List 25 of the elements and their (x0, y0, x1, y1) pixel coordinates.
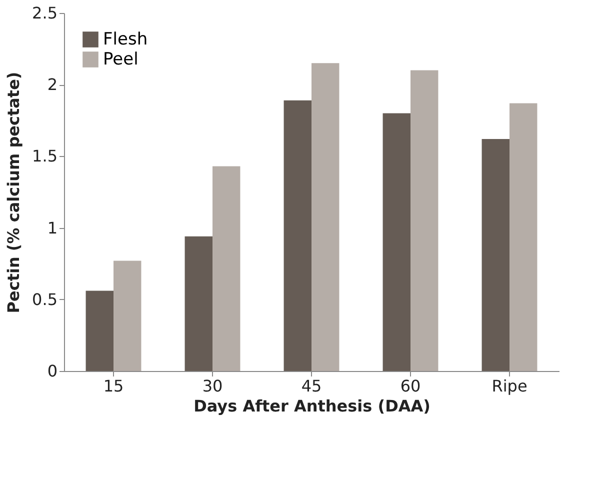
legend-label: Peel (103, 50, 138, 70)
bar (114, 260, 142, 371)
y-tick-label: 1 (47, 218, 58, 238)
y-tick-label: 1.5 (32, 146, 58, 166)
y-tick-label: 2 (47, 75, 58, 94)
x-tick-label: 60 (400, 376, 421, 396)
bar (86, 290, 114, 371)
bar (284, 100, 312, 371)
x-tick-label: 30 (202, 376, 223, 396)
bar (482, 139, 510, 371)
bar (184, 236, 212, 371)
bar (212, 166, 240, 371)
y-tick-label: 0 (47, 362, 58, 380)
bar (410, 70, 438, 371)
bar (312, 63, 340, 371)
bar (382, 113, 410, 371)
y-tick-label: 0.5 (32, 290, 58, 309)
bar (510, 103, 538, 371)
y-tick-label: 2.5 (32, 4, 58, 22)
x-tick-label: Ripe (492, 376, 528, 396)
x-axis-title: Days After Anthesis (DAA) (194, 396, 430, 416)
y-axis-title: Pectin (% calcium pectate) (4, 72, 24, 314)
legend-label: Flesh (103, 30, 148, 50)
x-tick-label: 15 (103, 376, 124, 396)
x-tick-label: 45 (301, 376, 322, 396)
